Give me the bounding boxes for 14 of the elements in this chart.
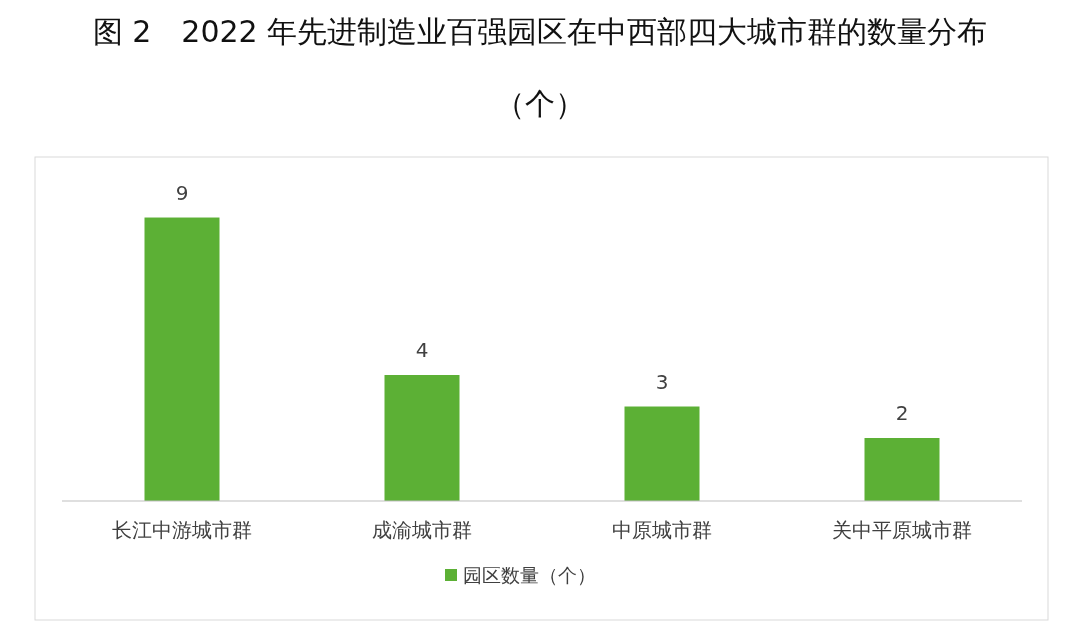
x-tick-label: 关中平原城市群 [832,518,972,542]
bar [624,406,700,501]
bar [144,217,220,501]
data-label: 2 [895,401,909,425]
bar [864,438,940,501]
x-tick-label: 长江中游城市群 [112,518,252,542]
data-label: 4 [415,338,429,363]
legend-label: 园区数量（个） [463,564,596,586]
bar [384,375,460,501]
x-tick-label: 中原城市群 [612,518,712,542]
chart-title: 图 2 2022 年先进制造业百强园区在中西部四大城市群的数量分布（个） [92,14,988,121]
data-label: 3 [655,369,669,394]
x-tick-label: 成渝城市群 [372,518,472,542]
data-label: 9 [175,180,189,205]
